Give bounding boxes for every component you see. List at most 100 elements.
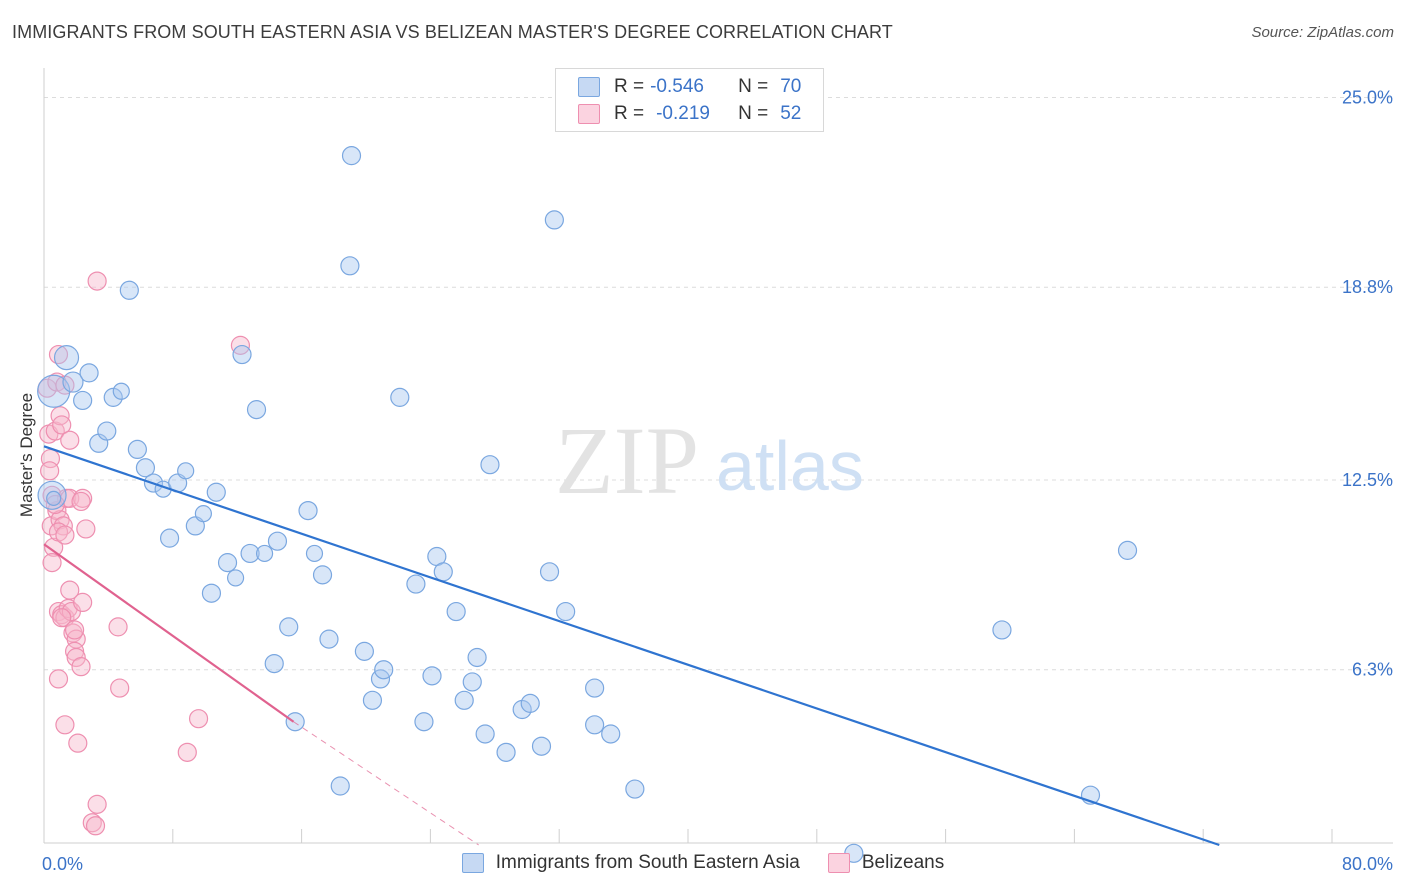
data-point [1117, 540, 1138, 560]
data-point [87, 794, 107, 814]
data-point [585, 715, 605, 735]
data-point [226, 569, 245, 587]
data-point [544, 210, 564, 230]
data-point [285, 712, 305, 732]
legend-r-value: -0.219 [656, 103, 710, 124]
data-point [62, 371, 84, 393]
legend-r-value: -0.546 [650, 76, 704, 97]
data-point [46, 490, 62, 506]
data-point [48, 669, 69, 689]
data-point [390, 387, 410, 407]
legend-item-sea[interactable]: Immigrants from South Eastern Asia [461, 852, 800, 874]
data-point [73, 390, 93, 411]
data-point [305, 544, 324, 563]
data-point [177, 462, 195, 480]
data-point [601, 724, 621, 744]
data-point [446, 601, 466, 622]
data-point [40, 461, 60, 481]
data-point [194, 505, 212, 523]
data-point [201, 583, 222, 603]
data-point [406, 574, 426, 594]
trend-line-belizean [43, 543, 295, 723]
data-point [255, 544, 274, 563]
data-point [340, 256, 360, 276]
data-point [44, 537, 64, 557]
legend-r-label: R = [614, 76, 645, 97]
legend-swatch-blue [578, 77, 600, 97]
data-point [66, 647, 86, 668]
data-point [177, 742, 197, 762]
legend-n-value: 70 [780, 76, 802, 97]
data-point [79, 363, 99, 383]
data-point [433, 562, 453, 582]
data-point [112, 382, 130, 400]
data-point [127, 439, 147, 459]
data-point [52, 608, 72, 628]
data-point [240, 543, 260, 564]
legend-n-value: 52 [780, 103, 802, 124]
data-point [85, 816, 106, 836]
data-point [341, 146, 362, 166]
data-point [87, 271, 107, 291]
data-point [159, 528, 180, 548]
data-point [496, 742, 516, 762]
legend-label-belizean: Belizeans [861, 852, 945, 873]
data-point [135, 458, 156, 478]
source-label: Source: ZipAtlas.com [1251, 24, 1394, 41]
data-point [68, 733, 88, 753]
data-point [73, 592, 93, 613]
stats-legend: R = -0.546 N = 70 R = -0.219 N = 52 [555, 68, 824, 132]
data-point [71, 491, 91, 512]
legend-row-belizean: R = -0.219 N = 52 [578, 102, 801, 126]
data-point [97, 421, 117, 441]
data-point [467, 647, 487, 668]
y-tick-label: 12.5% [1342, 470, 1393, 490]
data-point [42, 553, 62, 573]
watermark: ZIP atlas [555, 407, 864, 514]
data-point [279, 617, 299, 637]
data-point [362, 690, 383, 710]
y-axis-label: Master's Degree [17, 393, 36, 517]
data-point [188, 709, 209, 729]
trend-line-sea [43, 445, 1220, 847]
legend-swatch-pink [827, 853, 850, 873]
legend-swatch-pink [578, 104, 600, 124]
legend-label-sea: Immigrants from South Eastern Asia [495, 852, 800, 873]
data-point [119, 280, 139, 300]
data-point [625, 779, 645, 799]
data-point [246, 400, 267, 420]
axes [43, 68, 1393, 844]
legend-item-belizean[interactable]: Belizeans [827, 852, 945, 874]
chart-title: IMMIGRANTS FROM SOUTH EASTERN ASIA VS BE… [12, 22, 893, 42]
data-point [76, 519, 96, 539]
x-tick-label: 80.0% [1342, 854, 1393, 874]
data-point [267, 531, 288, 551]
data-point [374, 660, 394, 680]
watermark-atlas: atlas [716, 427, 864, 505]
data-point [60, 580, 80, 600]
legend-n-label: N = [738, 103, 769, 124]
data-point [556, 601, 576, 622]
data-point [264, 653, 284, 674]
data-point [520, 693, 540, 713]
data-point [52, 415, 72, 435]
data-point [206, 482, 226, 502]
data-point [71, 657, 91, 677]
data-point [454, 690, 474, 710]
y-tick-label: 18.8% [1342, 277, 1393, 297]
data-point [462, 672, 482, 692]
data-point [53, 345, 80, 371]
legend-row-sea: R = -0.546 N = 70 [578, 75, 801, 99]
data-point [108, 617, 128, 637]
data-point [531, 736, 552, 756]
series-legend: Immigrants from South Eastern Asia Beliz… [0, 852, 1406, 874]
data-point [319, 629, 339, 649]
data-point [48, 344, 69, 365]
data-point [298, 501, 318, 521]
data-point [110, 678, 130, 698]
data-point [64, 620, 85, 640]
data-point [73, 488, 93, 508]
data-point [992, 620, 1012, 640]
watermark-zip: ZIP [555, 407, 699, 514]
